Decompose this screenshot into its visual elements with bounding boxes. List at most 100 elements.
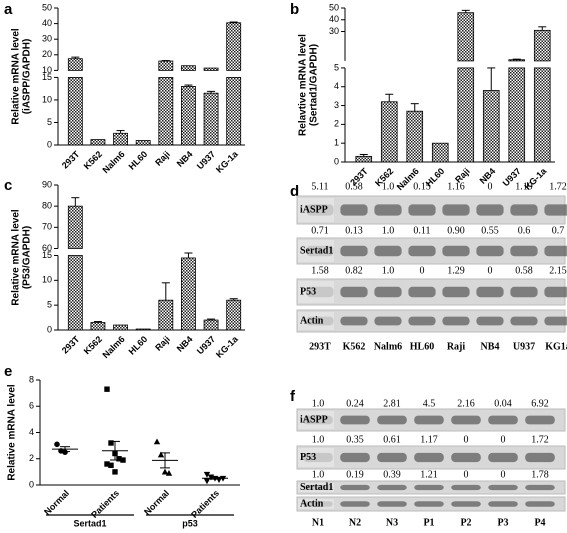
blot-band: [414, 501, 444, 507]
point: [203, 478, 211, 485]
bar: [67, 205, 83, 249]
y-tick-label: 6: [29, 401, 34, 411]
bar: [135, 328, 151, 331]
y-tick-label: 30: [42, 34, 52, 44]
point: [161, 468, 169, 475]
bar-segment: [67, 255, 83, 331]
blot-band: [414, 415, 444, 425]
y-tick-label: 15: [42, 72, 52, 82]
y-axis-label: (iASPP/GAPDH): [22, 39, 33, 115]
y-tick-label: 5: [334, 62, 339, 72]
y-axis-label: Relative mRNA level: [11, 28, 22, 125]
row-name: iASPP: [300, 414, 328, 425]
blot-band: [451, 415, 481, 425]
y-tick-label: 10: [42, 275, 52, 285]
blot-band: [488, 415, 518, 425]
error-bar: [71, 56, 80, 59]
x-tick-label: NB4: [175, 334, 195, 354]
blot-band: [374, 286, 402, 298]
row-name-bg: [298, 198, 334, 222]
blot-band: [488, 484, 518, 491]
bar: [226, 299, 242, 331]
row-name-bg: [298, 499, 334, 509]
blot-band: [476, 245, 504, 257]
blot-band: [408, 316, 436, 326]
bar: [113, 132, 128, 146]
panel-label: d: [290, 183, 299, 200]
row-name-bg: [298, 448, 334, 467]
blot-band: [442, 316, 470, 326]
panel-label: b: [290, 1, 299, 18]
blot-band: [525, 452, 555, 463]
bar: [203, 319, 219, 331]
blot-band: [510, 245, 538, 257]
y-tick-label: 5: [47, 117, 52, 127]
error-bar: [161, 282, 170, 301]
x-tick-label: 293T: [60, 149, 82, 171]
error-bar: [71, 197, 80, 207]
bar: [406, 110, 424, 163]
quant-label: 0.39: [383, 469, 401, 480]
row-name-bg: [298, 281, 334, 303]
quant-label: 0.90: [447, 225, 465, 236]
blot-band: [374, 245, 402, 257]
quant-label: 1.58: [311, 265, 329, 276]
point: [108, 440, 114, 446]
y-tick-label: 20: [42, 49, 52, 59]
error-bar: [207, 318, 216, 321]
x-tick-label: Raji: [153, 334, 172, 353]
row-name-bg: [298, 483, 334, 492]
y-tick-label: 5: [47, 300, 52, 310]
group-label: p53: [182, 518, 198, 528]
blot-band: [488, 501, 518, 507]
blot-band: [525, 484, 555, 491]
blot-band: [544, 245, 567, 257]
panel-label: c: [4, 177, 12, 194]
point: [165, 469, 173, 476]
quant-label: 0.55: [481, 225, 499, 236]
error-bar: [410, 103, 419, 112]
quant-label: 1.0: [382, 181, 395, 192]
quant-label: 1.19: [515, 181, 533, 192]
blot-band: [510, 204, 538, 216]
quant-label: 4.5: [423, 398, 436, 409]
lane-label: N2: [349, 517, 361, 528]
blot-band: [451, 452, 481, 463]
bar-segment: [158, 77, 174, 146]
point: [104, 461, 110, 467]
blot-band: [510, 316, 538, 326]
row-name: P53: [300, 286, 316, 297]
y-tick-label: 40: [329, 14, 339, 24]
quant-label: 0: [501, 469, 506, 480]
blot-band: [408, 245, 436, 257]
quant-label: 1.29: [447, 265, 465, 276]
bar: [181, 86, 196, 146]
blot-band: [340, 501, 370, 507]
row-name: Actin: [300, 315, 324, 326]
x-tick-label: Raji: [153, 149, 172, 168]
group-label: Sertad1: [73, 518, 106, 528]
bar: [90, 322, 106, 331]
point: [120, 457, 126, 463]
blot-panel: iASPP 1.0 0.24 2.81 4.5 2.16 0.04 6.92 P53 1.0 0.3…: [296, 398, 566, 528]
x-tick-label: HL60: [127, 334, 150, 357]
quant-label: 0.35: [346, 434, 364, 445]
blot-band: [408, 286, 436, 298]
error-bar: [487, 67, 496, 91]
quant-label: 0.11: [413, 225, 430, 236]
bar: [355, 155, 373, 163]
quant-label: 0.71: [311, 225, 329, 236]
panel-label: e: [4, 363, 12, 380]
quant-label: 0: [488, 265, 493, 276]
quant-label: 1.17: [420, 434, 438, 445]
point: [112, 469, 118, 475]
error-bar: [461, 9, 470, 13]
blot-band: [510, 286, 538, 298]
point: [157, 451, 165, 458]
y-tick-label: 10: [42, 65, 52, 75]
blot-band: [408, 204, 436, 216]
quant-label: 0: [488, 181, 493, 192]
blot-band: [544, 316, 567, 326]
y-tick-label: 70: [42, 222, 52, 232]
x-tick-label: KG-1a: [214, 148, 241, 175]
